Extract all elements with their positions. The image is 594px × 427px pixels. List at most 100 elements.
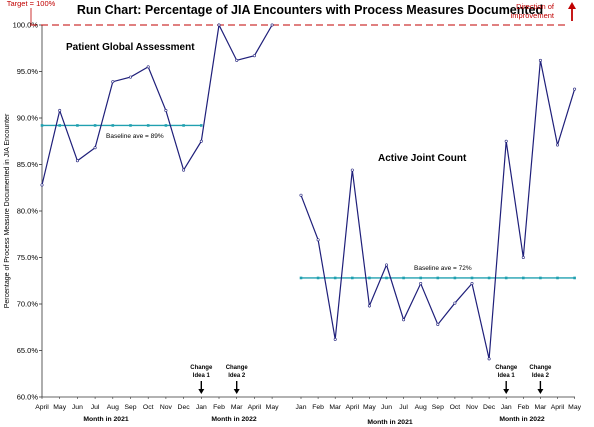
baseline-point (470, 276, 474, 280)
data-point (453, 301, 457, 305)
y-axis: 60.0% 65.0% 70.0% 75.0% 80.0% 85.0% 90.0% 95.0%… (13, 8, 575, 402)
data-point (367, 304, 371, 308)
change-idea-label: Idea 2 (532, 373, 550, 379)
data-point (555, 143, 559, 147)
data-point (350, 168, 354, 172)
baseline-point (93, 124, 97, 127)
x-tick-label: Feb (312, 404, 324, 411)
y-tick-label: 70.0% (17, 300, 39, 309)
data-point (199, 139, 203, 143)
baseline-point (402, 276, 405, 280)
x-tick-label: May (53, 404, 66, 411)
baseline-label: Baseline ave = 89% (106, 133, 164, 140)
change-idea-arrow-icon (537, 389, 544, 394)
x-tick-label: May (266, 404, 279, 411)
x-tick-label: Dec (483, 404, 496, 411)
change-idea-label: Change (226, 365, 249, 371)
panel-0: Patient Global Assessment Baseline ave = … (35, 23, 279, 423)
baseline-point (40, 124, 44, 127)
x-tick-label: Oct (143, 404, 154, 411)
data-point (573, 87, 577, 91)
x-tick-label: Jan (501, 404, 512, 411)
data-point (470, 282, 474, 286)
x-tick-label: Mar (535, 404, 547, 411)
data-point (504, 139, 508, 143)
y-tick-label: 75.0% (17, 253, 39, 262)
y-tick-label: 65.0% (17, 346, 39, 355)
baseline-point (385, 276, 388, 280)
baseline-point (129, 124, 132, 127)
x-tick-label: Jul (399, 404, 408, 411)
baseline-point (368, 276, 371, 280)
data-point (384, 263, 388, 267)
year-label: Month in 2021 (367, 419, 413, 426)
direction-label-line1: Direction of (516, 2, 555, 11)
data-point (164, 109, 168, 113)
x-tick-label: Mar (231, 404, 243, 411)
x-tick-label: April (35, 404, 49, 411)
baseline-label: Baseline ave = 72% (414, 265, 472, 272)
data-point (402, 318, 406, 322)
change-idea-label: Idea 1 (193, 373, 211, 379)
data-point (270, 23, 274, 27)
data-point (93, 146, 97, 150)
x-tick-label: Jan (196, 404, 207, 411)
data-point (40, 183, 44, 187)
y-tick-label: 100.0% (13, 21, 39, 30)
data-point (538, 58, 542, 62)
x-tick-label: Nov (466, 404, 479, 411)
chart-title: Run Chart: Percentage of JIA Encounters … (77, 3, 543, 17)
data-point (252, 54, 256, 58)
year-label: Month in 2022 (211, 416, 257, 423)
data-point (146, 65, 150, 69)
x-tick-label: Sep (432, 404, 444, 411)
x-tick-label: Sep (124, 404, 136, 411)
baseline-point (436, 276, 440, 280)
year-label: Month in 2022 (499, 416, 545, 423)
data-point (111, 80, 115, 84)
x-tick-label: Dec (178, 404, 191, 411)
data-point (299, 193, 303, 197)
change-idea-arrow-icon (233, 389, 240, 394)
change-idea-arrow-icon (503, 389, 510, 394)
data-point (333, 337, 337, 341)
x-tick-label: Aug (107, 404, 119, 411)
baseline-point (453, 276, 457, 280)
data-point (182, 168, 186, 172)
change-idea-label: Change (529, 365, 552, 371)
data-point (436, 322, 440, 326)
baseline-point (522, 276, 525, 280)
x-tick-label: Mar (329, 404, 341, 411)
x-tick-label: Oct (450, 404, 461, 411)
y-axis-title: Percentage of Process Measure Documented… (4, 113, 11, 308)
data-point (75, 159, 79, 163)
x-tick-label: Jun (72, 404, 83, 411)
baseline-point (573, 276, 576, 280)
change-idea-label: Change (190, 365, 213, 371)
data-point (316, 238, 320, 242)
y-tick-label: 95.0% (17, 67, 39, 76)
baseline-point (539, 276, 542, 280)
baseline-point (58, 124, 61, 127)
data-point (129, 75, 133, 79)
direction-label-line2: improvement (511, 11, 555, 20)
x-tick-label: April (345, 404, 359, 411)
baseline-point (419, 276, 422, 280)
baseline-point (111, 124, 115, 127)
y-tick-label: 80.0% (17, 207, 39, 216)
panel-title: Active Joint Count (378, 153, 467, 164)
baseline-point (316, 276, 320, 280)
baseline-point (487, 276, 491, 280)
panel-title: Patient Global Assessment (66, 42, 195, 53)
baseline-point (299, 276, 303, 280)
year-label: Month in 2021 (83, 416, 129, 423)
series-line (41, 23, 273, 186)
change-idea-arrow-icon (198, 389, 205, 394)
panel-1: Active Joint Count Baseline ave = 72% Jan F… (296, 58, 582, 426)
y-tick-label: 90.0% (17, 114, 39, 123)
data-point (217, 23, 221, 27)
baseline-point (146, 124, 150, 127)
data-point (235, 58, 239, 62)
data-point (521, 255, 525, 259)
